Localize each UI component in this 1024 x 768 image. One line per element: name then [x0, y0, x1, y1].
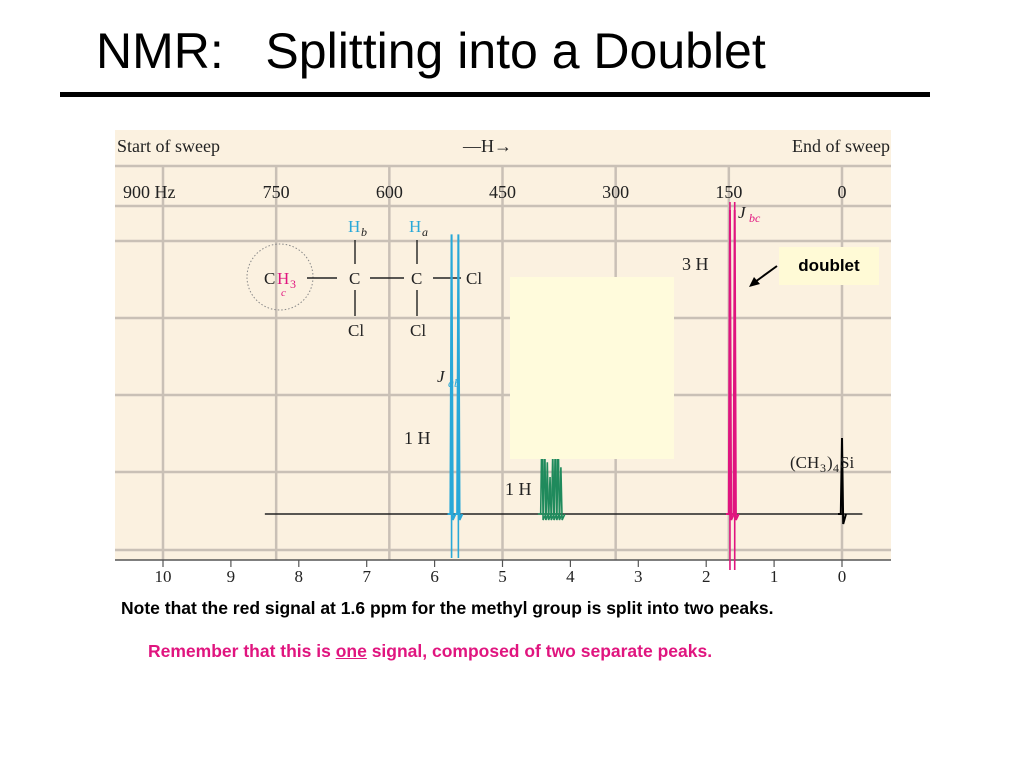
bottom-tick-label: 3 [634, 567, 643, 586]
tms-label-si: Si [840, 453, 854, 472]
ch3-subscript: 3 [290, 277, 296, 291]
signal-peak [556, 467, 566, 521]
bottom-tick-label: 9 [227, 567, 236, 586]
tms-label-sub4: 4 [833, 461, 839, 475]
bottom-axis-ppm-ticks: 10 9 8 7 6 5 4 3 2 1 0 [155, 560, 847, 586]
chlorine-bottom-2: Cl [410, 321, 426, 340]
hydrogen-a: H [409, 217, 421, 236]
top-tick-label: 450 [489, 182, 516, 202]
start-of-sweep-label: Start of sweep [117, 136, 220, 156]
hydrogen-a-subscript: a [422, 225, 428, 239]
molecule-structure: C H 3 c C C Cl H b H a Cl Cl [246, 217, 482, 340]
ch3-hydrogen: H [277, 269, 289, 288]
top-tick-label: 750 [263, 182, 290, 202]
tms-label: (CH 3 ) 4 Si [790, 453, 854, 475]
field-direction-label: —H→ [462, 136, 512, 156]
tms-label-ch: (CH [790, 453, 819, 472]
jab-label: J [437, 367, 446, 386]
carbon-2: C [411, 269, 422, 288]
jbc-subscript: bc [749, 211, 761, 225]
hydrogen-b: H [348, 217, 360, 236]
bottom-tick-label: 0 [838, 567, 847, 586]
note-black: Note that the red signal at 1.6 ppm for … [121, 598, 774, 618]
bottom-tick-label: 8 [295, 567, 304, 586]
signal-peak [447, 234, 457, 521]
top-tick-label: 150 [715, 182, 742, 202]
signal-peak [454, 234, 464, 521]
chlorine-right: Cl [466, 269, 482, 288]
carbon-1: C [349, 269, 360, 288]
ch3-integration-label: 3 H [682, 254, 709, 274]
signal-peak [546, 477, 555, 521]
top-tick-label: 900 Hz [123, 182, 176, 202]
bottom-tick-label: 5 [498, 567, 507, 586]
nmr-spectrum-figure: Start of sweep —H→ End of sweep 900 Hz 75… [115, 130, 891, 590]
top-tick-label: 300 [602, 182, 629, 202]
chlorine-bottom-1: Cl [348, 321, 364, 340]
doublet-callout: doublet [779, 247, 879, 285]
note-red-emphasis: one [335, 641, 367, 661]
doublet-arrow-icon [749, 265, 778, 287]
top-tick-label: 0 [838, 182, 847, 202]
signal-ha [447, 234, 464, 558]
signal-tms [838, 437, 847, 525]
note-red-after: signal, composed of two separate peaks. [366, 641, 713, 661]
tms-label-close: ) [827, 453, 833, 472]
title-underline [60, 92, 930, 97]
nmr-spectrum-svg: Start of sweep —H→ End of sweep 900 Hz 75… [115, 130, 891, 586]
jbc-label: J [738, 203, 747, 222]
end-of-sweep-label: End of sweep [792, 136, 890, 156]
jab-subscript: ab [448, 376, 460, 390]
bottom-tick-label: 1 [770, 567, 779, 586]
signal-ch3 [725, 202, 740, 570]
signal-peak [838, 437, 847, 525]
signal-peak [543, 462, 553, 521]
hb-integration-label: 1 H [505, 479, 532, 499]
note-red: Remember that this is one signal, compos… [148, 641, 712, 662]
bottom-tick-label: 7 [362, 567, 371, 586]
hydrogen-b-subscript: b [361, 225, 367, 239]
tms-label-sub3: 3 [820, 461, 826, 475]
ch3-carbon: C [264, 269, 275, 288]
ch3-label-c: c [281, 287, 286, 299]
bottom-tick-label: 4 [566, 567, 575, 586]
note-red-before: Remember that this is [148, 641, 336, 661]
ha-integration-label: 1 H [404, 428, 431, 448]
bottom-tick-label: 10 [155, 567, 172, 586]
spectrum-traces [264, 202, 863, 570]
bottom-tick-label: 2 [702, 567, 711, 586]
methyl-highlight-circle [246, 243, 314, 311]
bottom-tick-label: 6 [430, 567, 439, 586]
top-tick-label: 600 [376, 182, 403, 202]
highlight-box [510, 277, 674, 459]
slide-title: NMR: Splitting into a Doublet [96, 23, 766, 79]
top-axis-hz-ticks: 900 Hz 750 600 450 300 150 0 [123, 182, 847, 202]
